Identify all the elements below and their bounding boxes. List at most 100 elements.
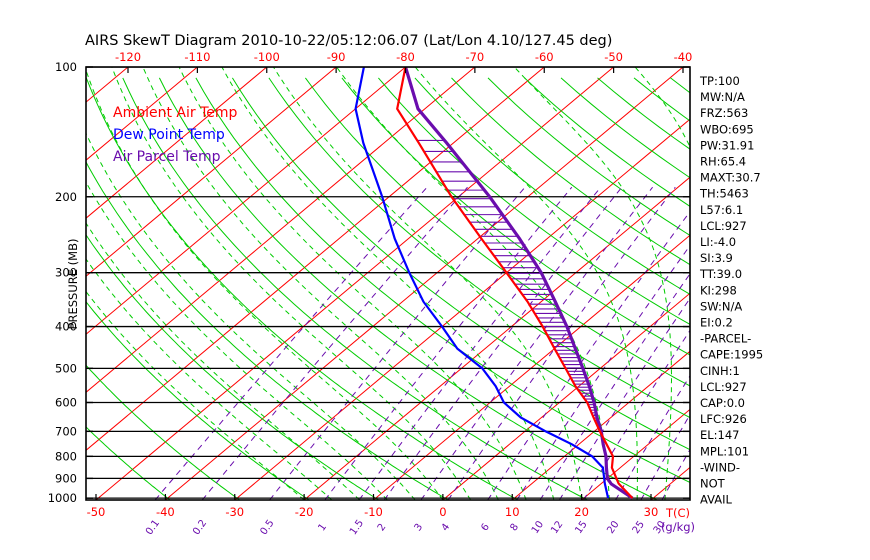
dry-adiabat-line	[378, 77, 690, 325]
pressure-tick-label: 200	[55, 190, 77, 204]
moist-adiabat-line	[748, 67, 845, 500]
mixing-ratio-tick-label: 12	[549, 519, 565, 536]
sidebar-param-5: RH:65.4	[700, 155, 746, 169]
pressure-tick-label: 800	[55, 449, 77, 463]
ambient-temp-curve	[396, 67, 634, 499]
top-temp-tick-label: -80	[396, 50, 415, 64]
bottom-temp-tick-label: -20	[295, 505, 314, 519]
moist-adiabat-line	[111, 67, 472, 500]
isotherm-line	[165, 67, 684, 500]
moist-adiabat-line	[86, 222, 360, 500]
dry-adiabat-line	[86, 300, 310, 500]
top-temp-tick-label: -100	[254, 50, 280, 64]
sidebar-param-19: LCL:927	[700, 380, 747, 394]
isotherm-line	[86, 67, 198, 161]
dry-adiabat-line	[780, 78, 870, 500]
sidebar-param-1: MW:N/A	[700, 90, 745, 104]
sidebar-param-21: LFC:926	[700, 412, 747, 426]
top-temp-tick-label: -120	[115, 50, 141, 64]
moist-adiabat-line	[86, 258, 333, 500]
mixing-ratio-line	[383, 186, 623, 500]
bottom-temp-tick-label: 30	[644, 505, 659, 519]
chart-title: AIRS SkewT Diagram 2010-10-22/05:12:06.0…	[85, 33, 612, 49]
dry-adiabat-line	[86, 160, 449, 500]
mixing-ratio-line	[154, 186, 428, 500]
sidebar-param-25: NOT	[700, 477, 726, 491]
sidebar-param-24: -WIND-	[700, 460, 740, 474]
dry-adiabat-line	[341, 77, 690, 356]
dry-adiabat-line	[86, 426, 171, 500]
plot-frame	[85, 66, 691, 501]
sidebar-param-11: SI:3.9	[700, 251, 733, 265]
parcel-temp-curve	[403, 67, 634, 500]
bottom-temp-tick-label: -30	[225, 505, 244, 519]
mixing-ratio-tick-label: 0.5	[258, 518, 276, 537]
isotherm-line	[790, 67, 870, 500]
moist-adiabat-line	[86, 181, 388, 500]
pressure-tick-label: 400	[55, 320, 77, 334]
dry-adiabat-line	[414, 77, 690, 295]
legend-item-0: Ambient Air Temp	[113, 105, 238, 121]
mixing-ratio-tick-label: 25	[631, 519, 647, 536]
pressure-tick-label: 600	[55, 395, 77, 409]
dry-adiabat-line	[122, 77, 588, 500]
bottom-temp-tick-label: -40	[156, 505, 175, 519]
pressure-tick-label: 1000	[48, 491, 77, 505]
top-temp-tick-label: -50	[604, 50, 623, 64]
top-temp-tick-label: -60	[535, 50, 554, 64]
mixing-ratio-tick-label: 0.1	[144, 518, 162, 537]
mixing-ratio-tick-label: 6	[479, 522, 492, 534]
mixing-ratio-tick-label: 3	[413, 522, 426, 534]
top-temp-tick-label: -90	[327, 50, 346, 64]
sidebar-param-2: FRZ:563	[700, 106, 748, 120]
isotherm-line	[86, 67, 545, 451]
sidebar-param-9: LCL:927	[700, 219, 747, 233]
mixing-ratio-line	[420, 186, 653, 500]
mixing-ratio-line	[487, 210, 690, 500]
isotherm-line	[511, 350, 690, 500]
pressure-axis-label: PRESSURE (MB)	[66, 239, 80, 330]
moist-adiabat-line	[513, 67, 672, 500]
isotherm-line	[86, 67, 476, 393]
sidebar-param-22: EL:147	[700, 428, 740, 442]
bottom-temp-tick-label: 0	[439, 505, 446, 519]
moist-adiabat-line	[221, 67, 555, 500]
sidebar-param-12: TT:39.0	[699, 267, 742, 281]
moist-adiabat-line	[86, 290, 305, 500]
bottom-temp-tick-label: 20	[574, 505, 589, 519]
mixing-ratio-tick-label: 15	[573, 519, 589, 536]
sidebar-param-13: KI:298	[700, 283, 737, 297]
sidebar-param-15: EI:0.2	[700, 316, 733, 330]
pressure-tick-label: 300	[55, 266, 77, 280]
mixing-ratio-line	[516, 244, 690, 500]
sidebar-param-26: AVAIL	[700, 493, 733, 507]
dry-adiabat-line	[451, 77, 690, 266]
sidebar-param-23: MPL:101	[700, 444, 749, 458]
isotherm-line	[303, 176, 690, 500]
legend-item-2: Air Parcel Temp	[113, 149, 221, 165]
sidebar-param-0: TP:100	[699, 74, 740, 88]
sidebar-param-14: SW:N/A	[700, 299, 742, 313]
legend-item-1: Dew Point Temp	[113, 127, 225, 143]
isotherm-line	[0, 67, 59, 500]
sidebar-param-16: -PARCEL-	[700, 332, 751, 346]
mixing-ratio-line	[324, 186, 573, 500]
top-temp-tick-label: -40	[674, 50, 693, 64]
isotherm-line	[86, 67, 337, 277]
bottom-temp-tick-label: -50	[87, 505, 106, 519]
mixing-ratio-tick-label: 1.5	[348, 518, 366, 537]
sidebar-param-8: L57:6.1	[700, 203, 743, 217]
dry-adiabat-line	[524, 77, 690, 207]
mixing-axis-label: (g/kg)	[661, 520, 695, 534]
mixing-ratio-line	[447, 186, 676, 500]
moist-adiabat-line	[86, 68, 444, 500]
moist-adiabat-line	[178, 67, 527, 500]
sidebar-param-17: CAPE:1995	[700, 348, 763, 362]
mixing-ratio-tick-label: 10	[530, 519, 546, 536]
bottom-temp-tick-label: -10	[364, 505, 383, 519]
isotherm-line	[581, 408, 690, 500]
dry-adiabat-line	[268, 77, 690, 419]
moist-adiabat-line	[272, 67, 583, 500]
pressure-tick-label: 100	[55, 60, 77, 74]
